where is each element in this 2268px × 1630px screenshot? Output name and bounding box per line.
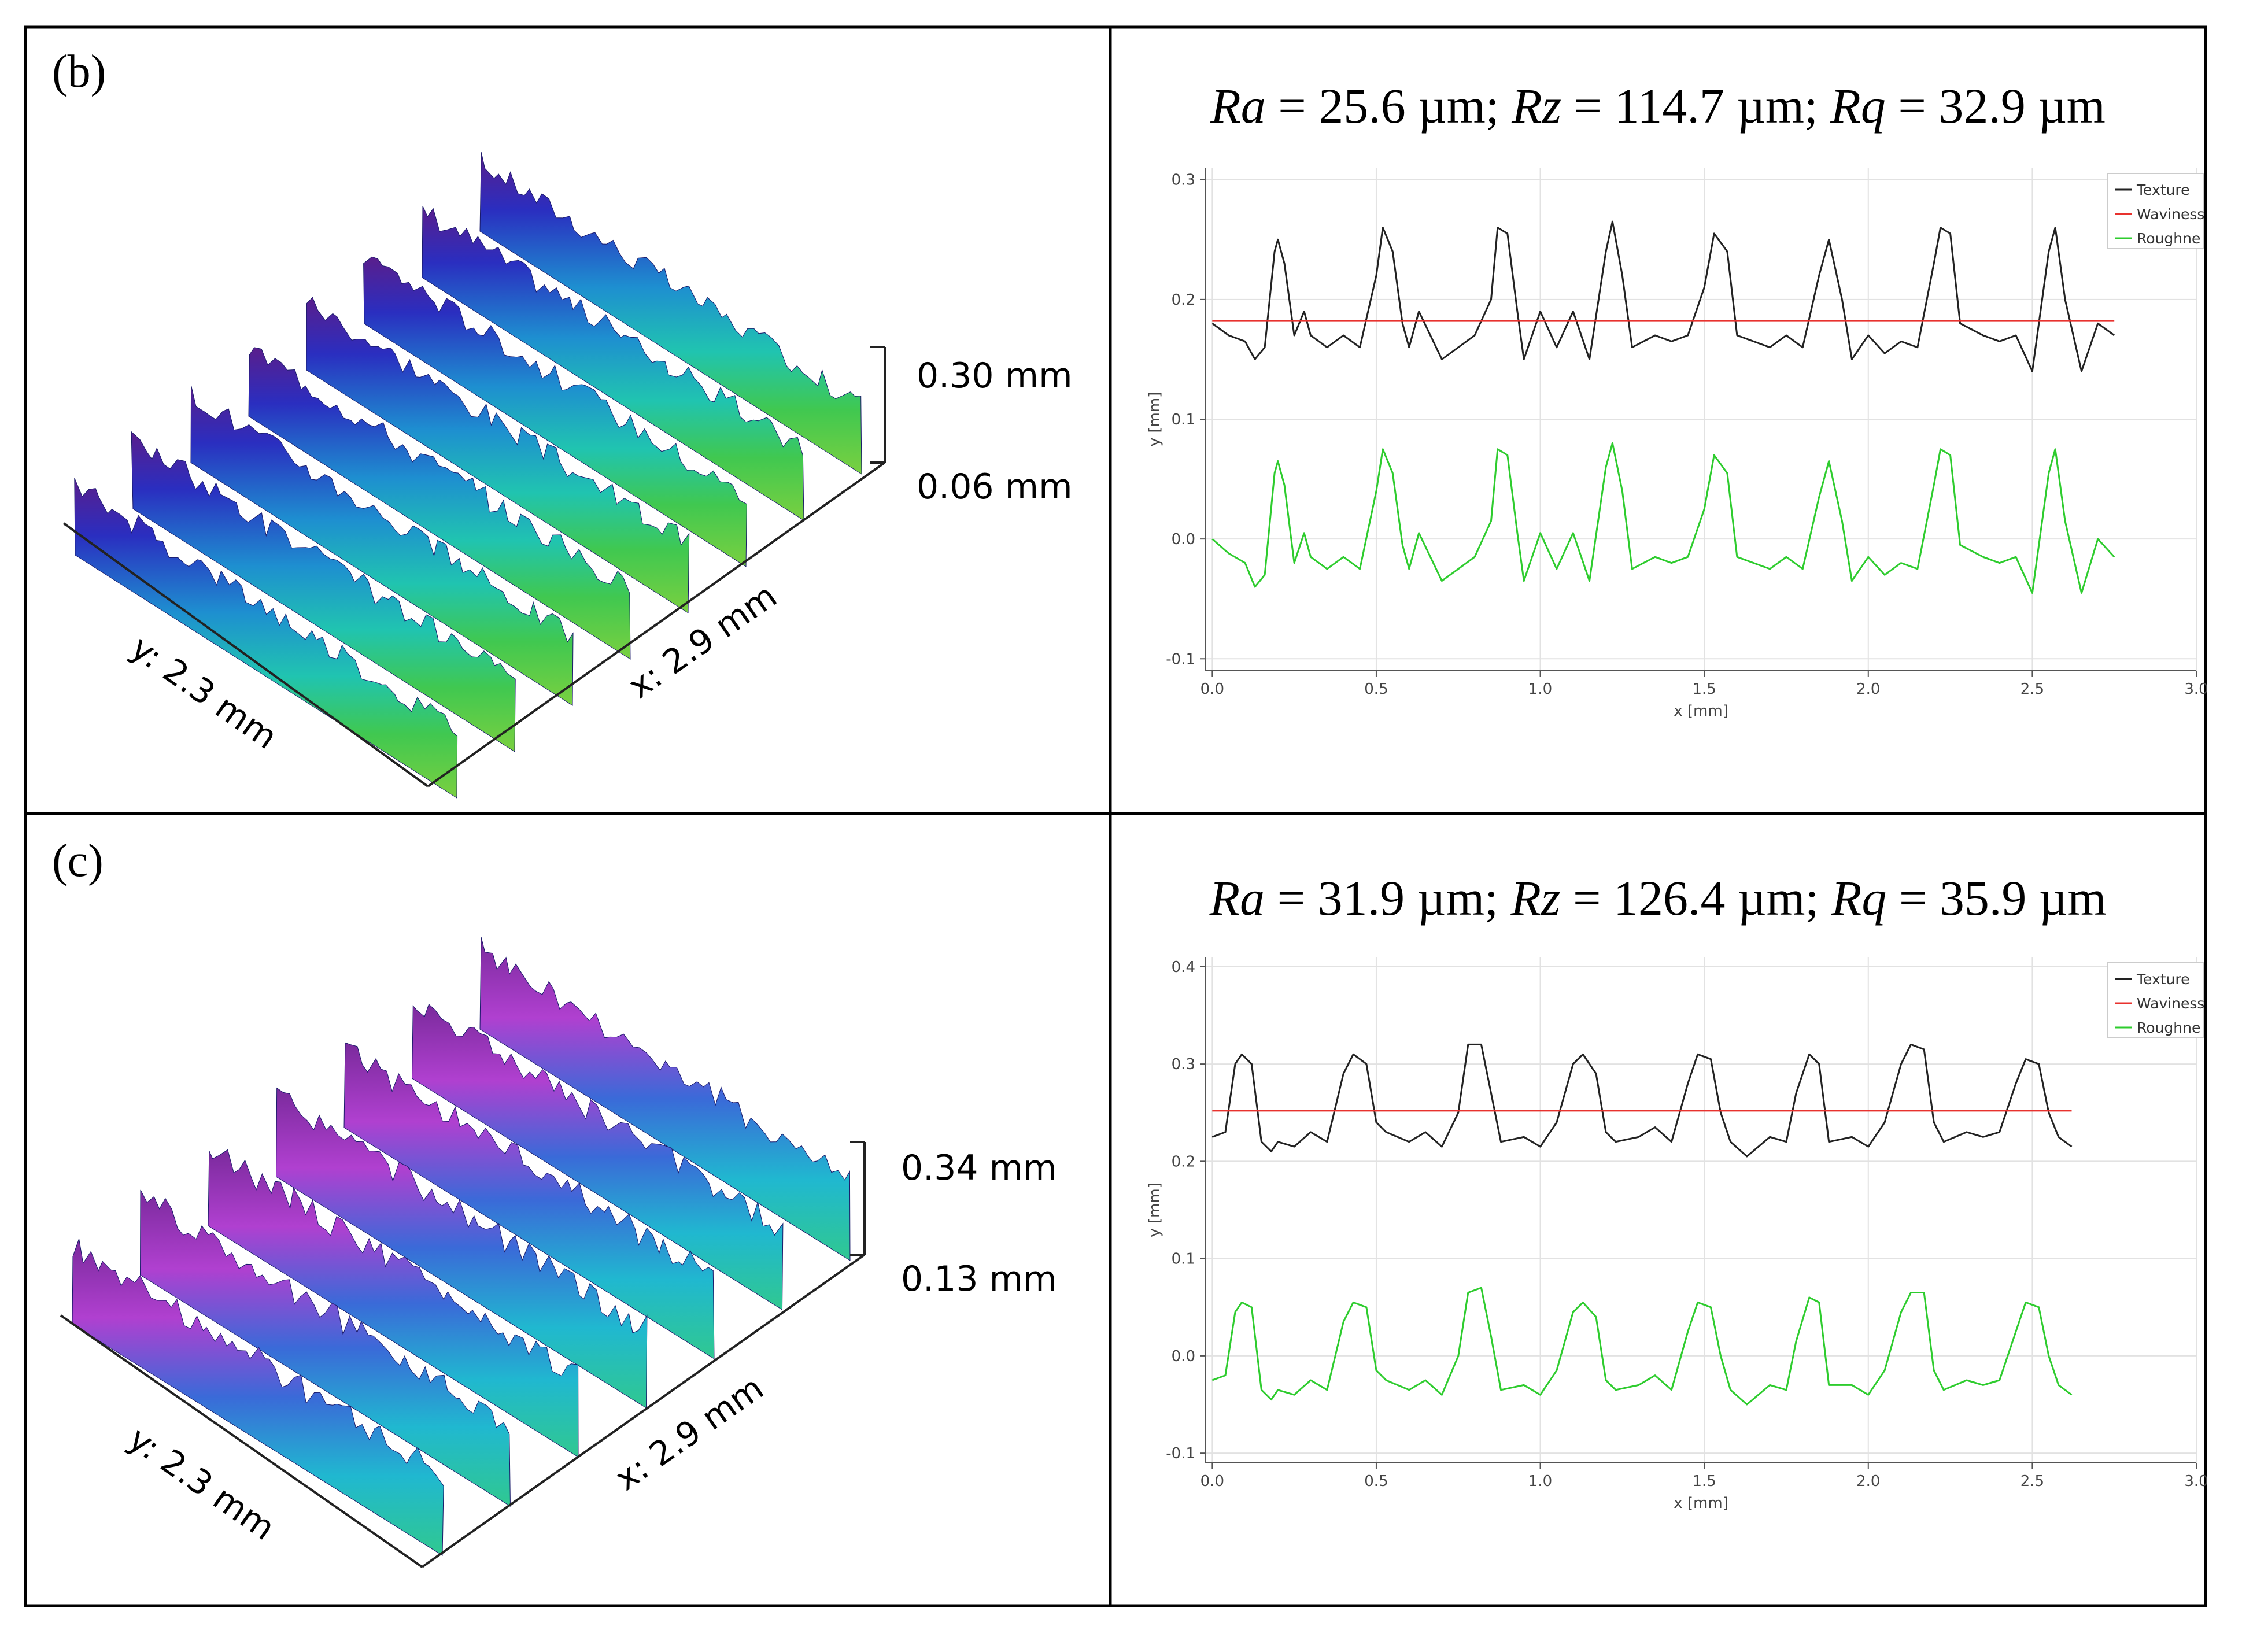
surface-ridge	[479, 937, 851, 1261]
y-tick-label: 0.4	[1172, 959, 1195, 976]
surface-ridge	[343, 1042, 715, 1359]
x-tick-label: 0.5	[1364, 681, 1388, 698]
legend-label: Roughne	[2137, 230, 2200, 247]
panel-label-b: (b)	[52, 46, 106, 97]
surface-ridges-c	[72, 937, 851, 1556]
surface-ridge	[74, 478, 458, 799]
x-tick-label: 1.5	[1692, 1473, 1716, 1490]
series-texture	[1211, 1043, 2073, 1158]
surface-plot-c: 0.34 mm 0.13 mm y: 2.3 mm x: 2.9 mm	[60, 937, 1057, 1568]
x-tick-label: 3.0	[2184, 681, 2208, 698]
panel-label-c: (c)	[52, 836, 104, 886]
y-tick-label: 0.3	[1172, 172, 1195, 189]
legend-label: Texture	[2136, 182, 2190, 198]
x-tick-label: 1.5	[1692, 681, 1716, 698]
legend-label: Waviness	[2137, 206, 2204, 223]
y-tick-label: 0.1	[1172, 411, 1195, 428]
surface-ridge	[411, 1004, 784, 1310]
x-tick-label: 2.0	[1856, 681, 1880, 698]
x-tick-label: 0.5	[1364, 1473, 1388, 1490]
y-tick-label: -0.1	[1166, 1445, 1195, 1462]
plot-area	[1206, 957, 2196, 1463]
figure-frame	[24, 25, 2207, 1607]
legend-box	[2107, 962, 2204, 1038]
y-tick-label: 0.3	[1172, 1056, 1195, 1073]
surface-ridge	[72, 1239, 444, 1556]
x-axis-label-b: x: 2.9 mm	[621, 576, 784, 706]
z-min-label-c: 0.13 mm	[901, 1259, 1057, 1299]
z-max-label-b: 0.30 mm	[917, 356, 1073, 396]
profile-chart-b: 0.0 0.5 1.0 1.5 2.0 2.5 3.0 -0.1 0.0 0.1 0.2 0.3 x […	[1146, 168, 2208, 720]
surface-ridge	[363, 256, 747, 567]
y-tick-label: 0.0	[1172, 1348, 1195, 1365]
surface-axes-b	[62, 346, 886, 788]
legend-label: Roughne	[2137, 1019, 2200, 1036]
x-tick-label: 2.0	[1856, 1473, 1880, 1490]
x-tick-label: 1.0	[1528, 1473, 1552, 1490]
x-tick-label: 2.5	[2020, 681, 2044, 698]
metrics-b: Ra = 25.6 µm; Rz = 114.7 µm; Rq = 32.9 µ…	[1210, 78, 2106, 134]
surface-ridges-b	[74, 152, 862, 799]
y-axis-title: y [mm]	[1146, 1182, 1163, 1237]
y-tick-label: 0.1	[1172, 1251, 1195, 1268]
series-roughness	[1211, 442, 2115, 594]
surface-ridge	[131, 431, 516, 752]
legend-label: Texture	[2136, 971, 2190, 988]
surface-plot-b: 0.30 mm 0.06 mm y: 2.3 mm x: 2.9 mm	[62, 152, 1073, 799]
x-tick-label: 3.0	[2184, 1473, 2208, 1490]
profile-chart-c: 0.0 0.5 1.0 1.5 2.0 2.5 3.0 -0.1 0.0 0.1 0.2 0.3 0.4…	[1146, 957, 2208, 1512]
y-axis-title: y [mm]	[1146, 392, 1163, 447]
x-tick-label: 0.0	[1201, 681, 1224, 698]
y-tick-label: 0.2	[1172, 1153, 1195, 1170]
series-roughness	[1211, 1287, 2073, 1406]
surface-ridge	[306, 297, 690, 613]
surface-ridge	[190, 385, 574, 706]
panel-b: (b) 0.30 mm 0.06 mm y: 2.3 mm x: 2.9 mm …	[52, 46, 2208, 799]
z-max-label-c: 0.34 mm	[901, 1148, 1057, 1188]
legend-box	[2107, 173, 2204, 249]
panel-c: (c) 0.34 mm 0.13 mm y: 2.3 mm x: 2.9 mm …	[52, 836, 2208, 1568]
x-axis-title: x [mm]	[1674, 703, 1728, 720]
metrics-c: Ra = 31.9 µm; Rz = 126.4 µm; Rq = 35.9 µ…	[1209, 870, 2107, 926]
y-tick-label: -0.1	[1166, 650, 1195, 668]
surface-ridge	[479, 152, 862, 475]
x-tick-label: 2.5	[2020, 1473, 2044, 1490]
y-tick-label: 0.2	[1172, 291, 1195, 309]
x-tick-label: 0.0	[1201, 1473, 1224, 1490]
x-axis-title: x [mm]	[1674, 1495, 1728, 1512]
y-tick-label: 0.0	[1172, 531, 1195, 548]
legend-label: Waviness	[2137, 995, 2204, 1012]
z-min-label-b: 0.06 mm	[917, 467, 1073, 507]
series-texture	[1211, 220, 2115, 372]
surface-ridge	[248, 347, 631, 660]
surface-axes-c	[60, 1141, 866, 1568]
x-tick-label: 1.0	[1528, 681, 1552, 698]
